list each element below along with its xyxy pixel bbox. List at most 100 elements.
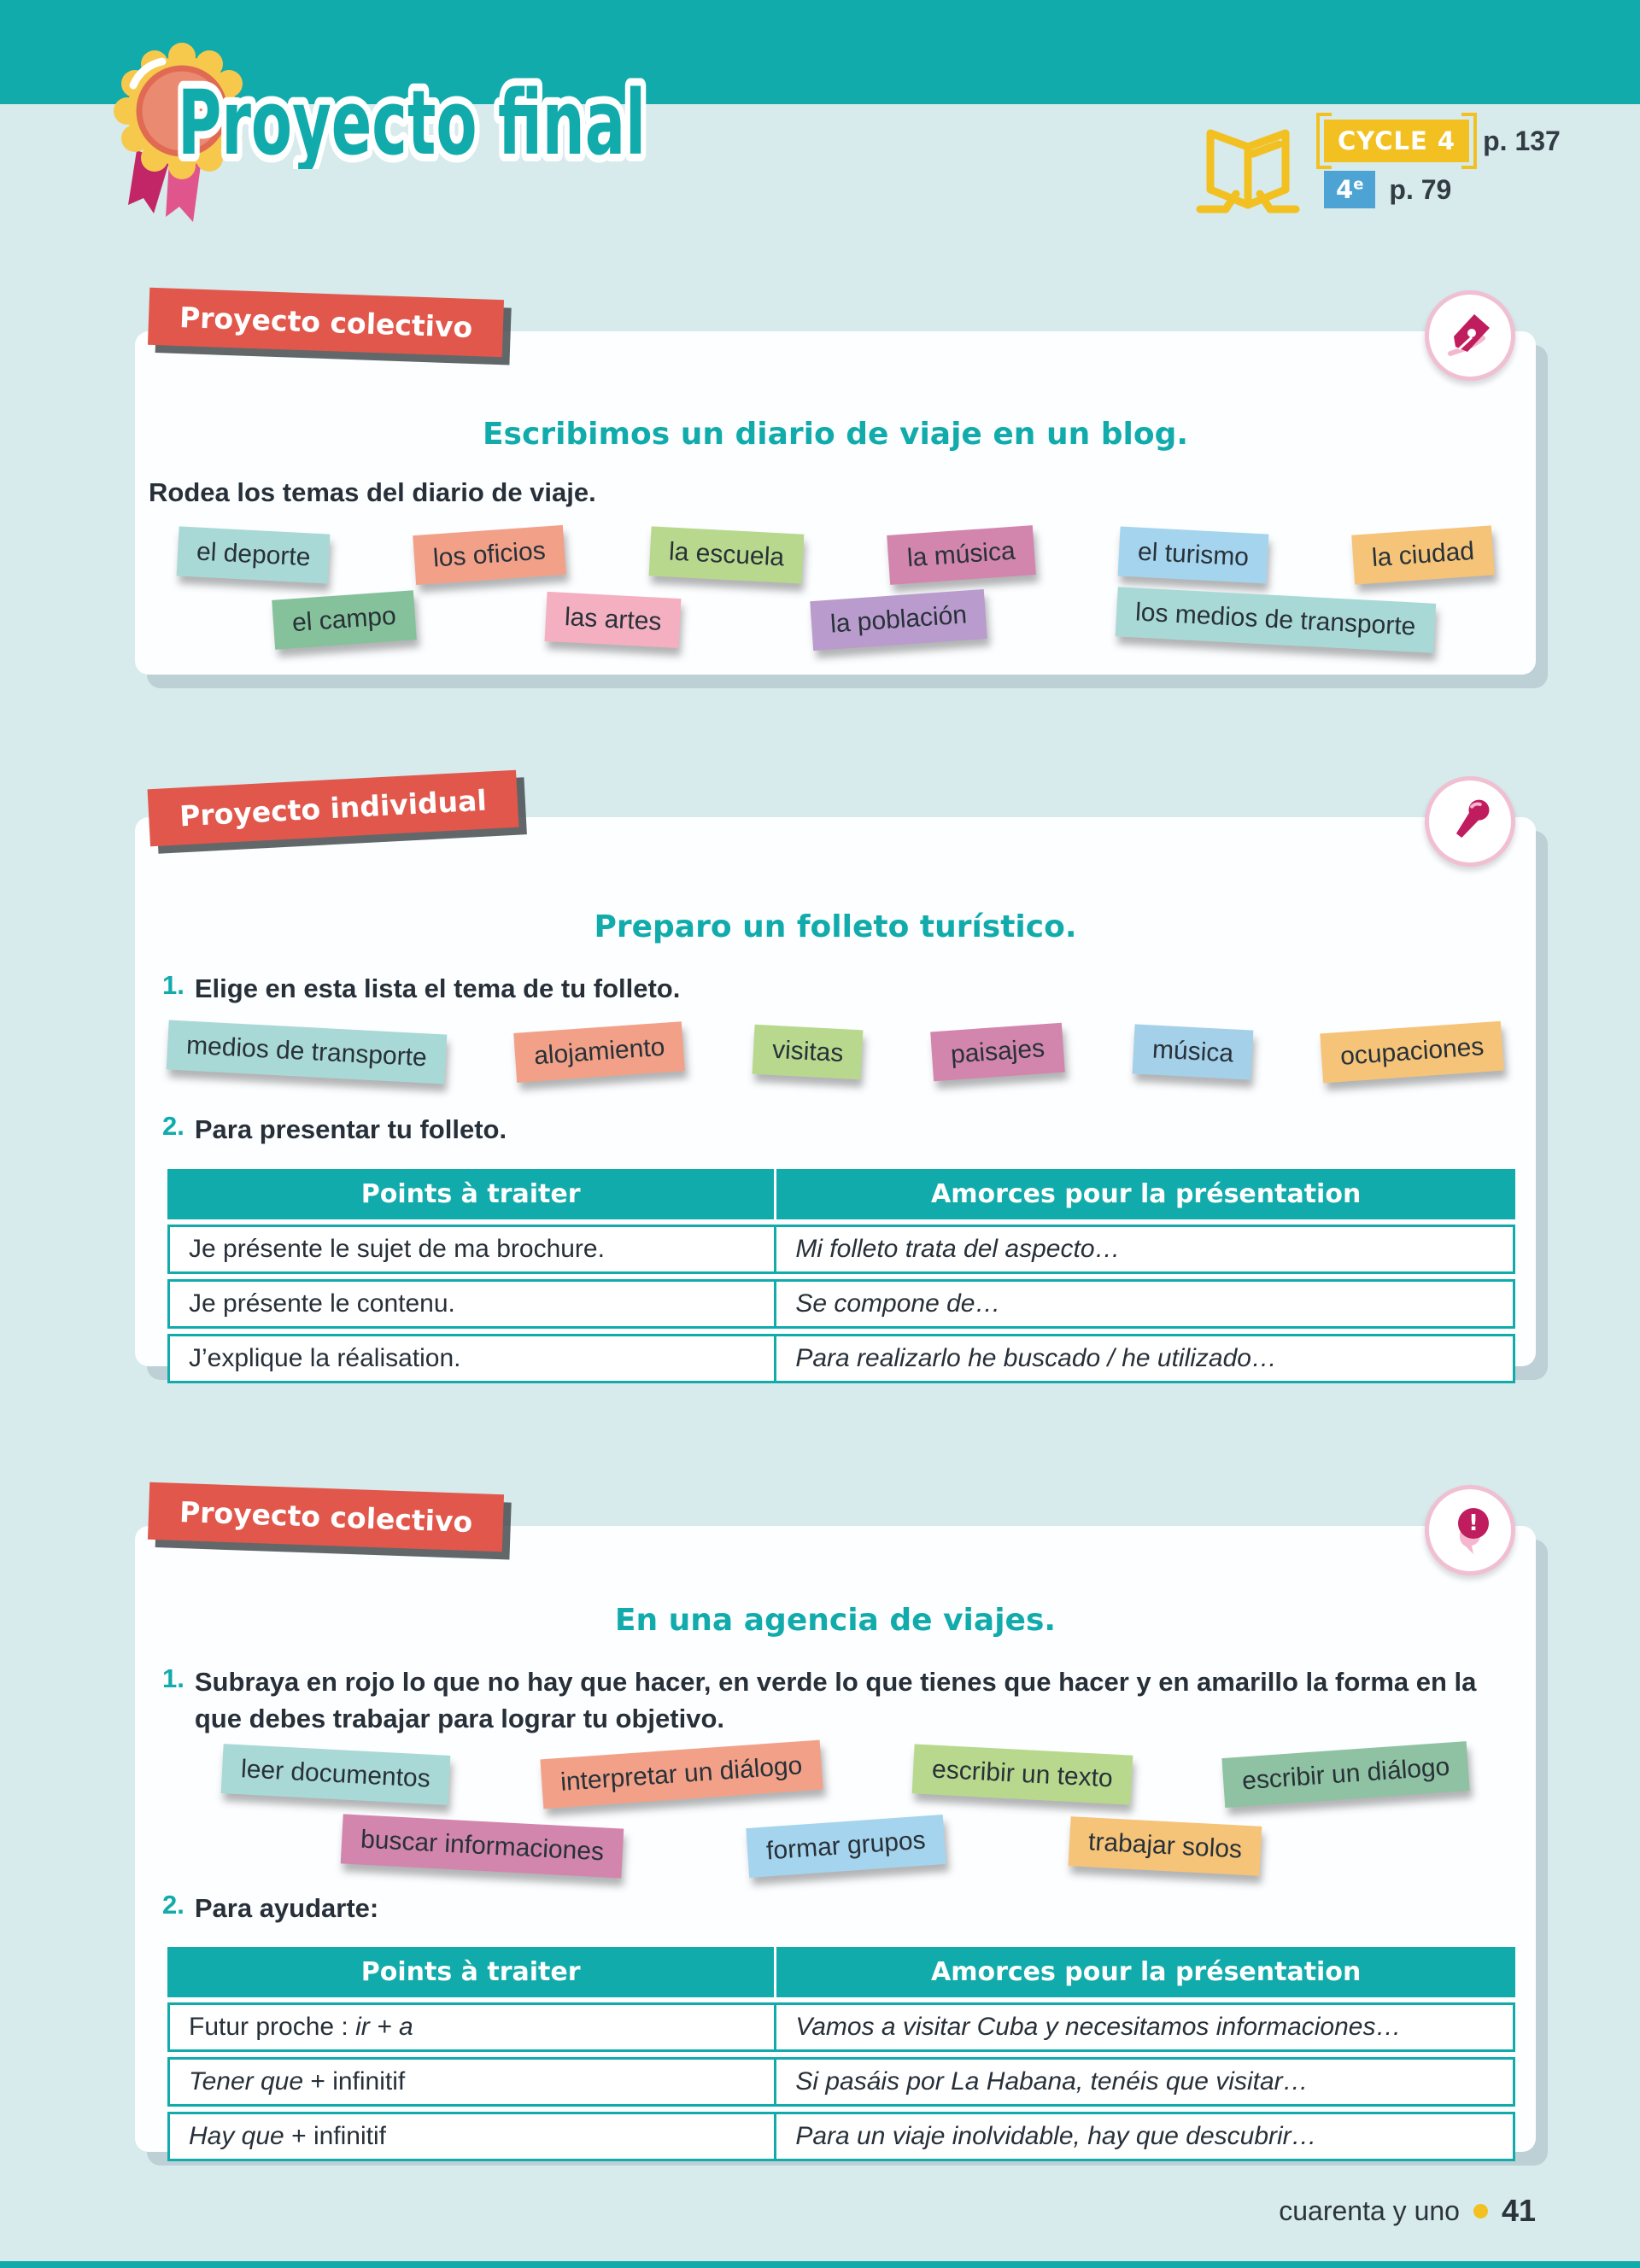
points-cell: Hay que + infinitif	[167, 2111, 777, 2161]
table-row: J’explique la réalisation. Para realizar…	[167, 1333, 1515, 1383]
project-card-individual-brochure: Proyecto individual Preparo un folleto t…	[135, 769, 1536, 1383]
table-row: Futur proche : ir + a Vamos a visitar Cu…	[167, 2002, 1515, 2052]
step-item: 2. Para presentar tu folleto.	[162, 1111, 1536, 1148]
amorce-cell: Para un viaje inolvidable, hay que descu…	[776, 2111, 1515, 2161]
topic-tag: la escuela	[648, 526, 805, 584]
topic-tags-row-1: el deporte los oficios la escuela la mús…	[135, 524, 1536, 585]
action-tag: escribir un texto	[911, 1743, 1133, 1805]
points-text: Futur proche :	[189, 2012, 356, 2041]
table-row: Je présente le sujet de ma brochure. Mi …	[167, 1224, 1515, 1274]
points-text-italic: Hay que	[189, 2121, 284, 2150]
topic-tag: medios de transporte	[166, 1020, 448, 1084]
amorce-cell: Vamos a visitar Cuba y necesitamos infor…	[776, 2002, 1515, 2052]
project-card-collective-agency: Proyecto colectivo ! En una agencia de v…	[135, 1482, 1536, 2161]
table-header-amorces: Amorces pour la présentation	[776, 1168, 1515, 1219]
card-title: Preparo un folleto turístico.	[594, 909, 1077, 944]
pen-nib-icon	[1425, 290, 1515, 381]
amorce-cell: Se compone de…	[776, 1278, 1515, 1329]
action-tags-row-1: leer documentos interpretar un diálogo e…	[135, 1739, 1536, 1809]
footer-page-number: 41	[1501, 2193, 1536, 2228]
topic-tag: música	[1132, 1024, 1254, 1080]
grade-badge: 4e	[1324, 171, 1376, 208]
topic-tag: ocupaciones	[1320, 1020, 1505, 1084]
points-text-italic: ir + a	[355, 2012, 413, 2041]
points-cell: Tener que + infinitif	[167, 2056, 777, 2107]
top-banner	[0, 0, 1640, 104]
action-tag: leer documentos	[220, 1743, 451, 1805]
amorce-cell: Mi folleto trata del aspecto…	[776, 1224, 1515, 1274]
step-number: 2.	[162, 1889, 184, 1920]
topic-tag: paisajes	[930, 1022, 1066, 1082]
step-text: Subraya en rojo lo que no hay que hacer,…	[194, 1666, 1477, 1734]
card-title: En una agencia de viajes.	[614, 1602, 1057, 1638]
topic-tag: alojamiento	[513, 1021, 686, 1083]
cycle-badge: CYCLE 4	[1324, 120, 1470, 162]
topic-tag: visitas	[752, 1024, 864, 1080]
points-cell: Je présente le contenu.	[167, 1278, 777, 1329]
hands-holding-book-icon	[1196, 129, 1300, 213]
medal-badge-icon	[114, 43, 250, 222]
points-cell: Je présente le sujet de ma brochure.	[167, 1224, 777, 1274]
card-label: Proyecto colectivo	[147, 287, 505, 358]
points-text-italic: Tener que	[189, 2066, 304, 2096]
topic-tag: el deporte	[176, 526, 331, 584]
cycle-page-ref: p. 137	[1483, 125, 1561, 156]
card-label: Proyecto colectivo	[147, 1482, 505, 1552]
page-title: Proyecto final	[170, 63, 653, 169]
grade-number: 4	[1336, 175, 1354, 204]
grade-superscript: e	[1353, 175, 1364, 194]
step-item: 2. Para ayudarte:	[162, 1890, 1536, 1926]
step-item: 1. Elige en esta lista el tema de tu fol…	[162, 970, 1536, 1007]
step-number: 1.	[162, 1663, 184, 1693]
table-header-amorces: Amorces pour la présentation	[776, 1946, 1515, 1997]
action-tag: interpretar un diálogo	[539, 1739, 823, 1809]
action-tag: formar grupos	[746, 1814, 946, 1878]
footer-dot-icon	[1473, 2203, 1488, 2218]
points-text: J’explique la réalisation.	[189, 1343, 461, 1372]
points-table: Points à traiter Amorces pour la présent…	[167, 1942, 1515, 2166]
action-tag: escribir un diálogo	[1221, 1740, 1471, 1808]
topic-tag: los oficios	[413, 524, 566, 585]
topic-tags-row: medios de transporte alojamiento visitas…	[135, 1020, 1536, 1084]
step-number: 1.	[162, 969, 184, 1000]
points-text: Je présente le sujet de ma brochure.	[189, 1234, 605, 1263]
points-cell: Futur proche : ir + a	[167, 2002, 777, 2052]
microphone-icon	[1425, 776, 1515, 867]
exclamation-speech-bubble-icon: !	[1425, 1485, 1515, 1575]
svg-text:!: !	[1468, 1511, 1479, 1536]
instruction-text: Rodea los temas del diario de viaje.	[149, 476, 596, 507]
table-header-points: Points à traiter	[167, 1946, 777, 1997]
table-row: Hay que + infinitif Para un viaje inolvi…	[167, 2111, 1515, 2161]
amorce-cell: Si pasáis por La Habana, tenéis que visi…	[776, 2056, 1515, 2107]
action-tag: trabajar solos	[1068, 1815, 1262, 1876]
topic-tag: la ciudad	[1351, 525, 1495, 585]
amorce-cell: Para realizarlo he buscado / he utilizad…	[776, 1333, 1515, 1383]
table-row: Tener que + infinitif Si pasáis por La H…	[167, 2056, 1515, 2107]
page-footer: cuarenta y uno 41	[1279, 2193, 1536, 2229]
project-card-collective-blog: Proyecto colectivo Escribimos un diario …	[135, 287, 1536, 675]
topic-tag: el campo	[272, 590, 417, 650]
step-text: Para ayudarte:	[194, 1892, 379, 1923]
points-text: + infinitif	[284, 2121, 386, 2150]
action-tag: buscar informaciones	[340, 1813, 624, 1879]
card-label: Proyecto individual	[147, 769, 519, 847]
page-title-text: Proyecto final	[178, 71, 646, 169]
header-references: CYCLE 4 p. 137 4e p. 79	[1196, 113, 1561, 217]
table-row: Je présente le contenu. Se compone de…	[167, 1278, 1515, 1329]
bottom-strip	[0, 2261, 1640, 2268]
topic-tag: la música	[886, 524, 1036, 585]
card-title: Escribimos un diario de viaje en un blog…	[482, 416, 1189, 452]
points-text: + infinitif	[303, 2066, 406, 2096]
step-text: Elige en esta lista el tema de tu follet…	[194, 973, 681, 1003]
points-text: Je présente le contenu.	[189, 1289, 455, 1318]
points-table: Points à traiter Amorces pour la présent…	[167, 1164, 1515, 1388]
footer-page-word: cuarenta y uno	[1279, 2195, 1460, 2226]
cycle-badge-frame: CYCLE 4	[1315, 113, 1478, 169]
topic-tag: la población	[810, 588, 987, 651]
table-header-points: Points à traiter	[167, 1168, 777, 1219]
topic-tags-row-2: el campo las artes la población los medi…	[135, 587, 1536, 653]
topic-tag: el turismo	[1117, 526, 1269, 584]
points-cell: J’explique la réalisation.	[167, 1333, 777, 1383]
step-item: 1. Subraya en rojo lo que no hay que hac…	[162, 1663, 1536, 1738]
